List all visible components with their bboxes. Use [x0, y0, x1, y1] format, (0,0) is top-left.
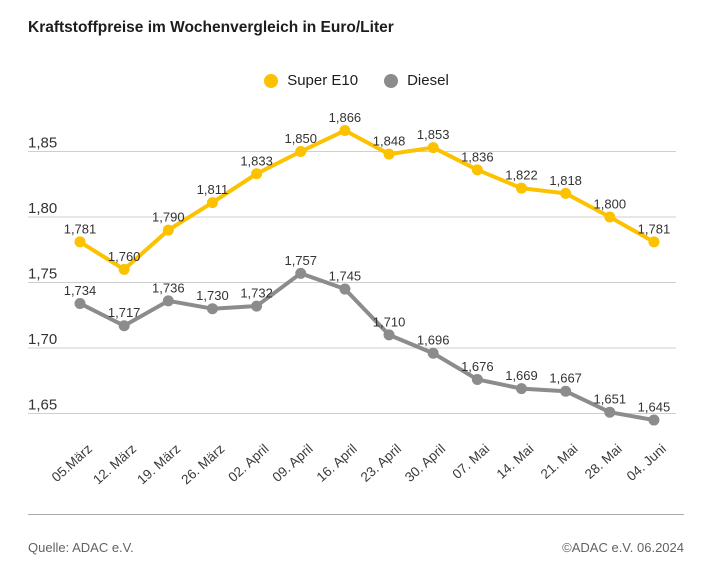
- y-tick-label: 1,80: [28, 200, 57, 217]
- super-e10-point-label: 1,822: [505, 168, 538, 183]
- x-tick-label: 21. Mai: [538, 441, 581, 482]
- diesel-point-label: 1,736: [152, 280, 185, 295]
- diesel-point: [339, 283, 351, 295]
- x-tick-label: 30. April: [402, 441, 448, 485]
- super-e10-point-label: 1,800: [594, 197, 627, 212]
- diesel-swatch-icon: [384, 73, 399, 88]
- x-tick-label: 19. März: [134, 441, 183, 487]
- super-e10-point: [339, 125, 351, 137]
- legend-item-diesel: Diesel: [384, 72, 449, 89]
- super-e10-point: [74, 236, 86, 248]
- diesel-point: [560, 385, 572, 397]
- x-tick-label: 04. Juni: [624, 441, 669, 484]
- x-tick-label: 09. April: [269, 441, 315, 485]
- diesel-point: [471, 373, 483, 385]
- super-e10-point: [516, 182, 527, 194]
- diesel-point: [295, 267, 307, 279]
- source-note: Quelle: ADAC e.V.: [28, 540, 134, 555]
- diesel-point-label: 1,745: [329, 269, 362, 284]
- x-tick-label: 12. März: [90, 441, 139, 487]
- diesel-point-label: 1,730: [196, 288, 229, 303]
- super-e10-swatch-icon: [264, 73, 279, 88]
- x-tick-label: 16. April: [314, 441, 360, 485]
- super-e10-point: [206, 197, 218, 209]
- super-e10-point-label: 1,836: [461, 149, 494, 164]
- super-e10-point-label: 1,790: [152, 210, 185, 225]
- diesel-point-label: 1,676: [461, 359, 494, 374]
- super-e10-point-label: 1,853: [417, 127, 450, 142]
- chart-title: Kraftstoffpreise im Wochenvergleich in E…: [28, 19, 394, 36]
- super-e10-point: [471, 164, 483, 176]
- super-e10-point-label: 1,850: [284, 131, 317, 146]
- x-tick-label: 02. April: [225, 441, 271, 485]
- super-e10-point-label: 1,781: [64, 221, 97, 236]
- super-e10-point: [295, 146, 307, 157]
- diesel-point: [74, 297, 86, 309]
- diesel-point-label: 1,645: [638, 400, 671, 415]
- super-e10-point: [162, 224, 174, 236]
- diesel-point-label: 1,669: [505, 368, 538, 383]
- super-e10-point: [383, 148, 395, 160]
- legend-label-super-e10: Super E10: [287, 72, 359, 89]
- diesel-point-label: 1,667: [549, 371, 582, 386]
- super-e10-point-label: 1,833: [240, 153, 273, 168]
- diesel-point-label: 1,651: [594, 392, 627, 407]
- diesel-point-label: 1,696: [417, 333, 450, 348]
- diesel-point: [383, 329, 395, 341]
- super-e10-point-label: 1,811: [197, 182, 229, 197]
- super-e10-point-label: 1,866: [329, 110, 362, 125]
- diesel-point: [206, 303, 218, 315]
- super-e10-point: [427, 142, 439, 154]
- y-tick-label: 1,70: [28, 331, 57, 348]
- diesel-point-label: 1,757: [284, 253, 317, 268]
- super-e10-line: [78, 128, 656, 272]
- super-e10-point-label: 1,760: [108, 249, 141, 264]
- diesel-point: [648, 414, 660, 426]
- y-tick-label: 1,85: [28, 135, 57, 152]
- super-e10-point-label: 1,818: [549, 173, 582, 188]
- super-e10-point: [118, 263, 130, 275]
- x-tick-label: 07. Mai: [449, 441, 492, 482]
- x-tick-label: 05.März: [49, 441, 95, 485]
- super-e10-point: [560, 187, 572, 199]
- diesel-line: [78, 271, 656, 423]
- super-e10-point-label: 1,848: [373, 134, 406, 149]
- x-tick-label: 14. Mai: [494, 441, 537, 482]
- x-tick-label: 28. Mai: [582, 441, 625, 482]
- footer-divider: [28, 514, 684, 515]
- diesel-point-label: 1,732: [240, 286, 273, 301]
- diesel-point: [427, 347, 439, 359]
- super-e10-point: [648, 236, 660, 248]
- super-e10-point-label: 1,781: [638, 221, 671, 236]
- y-tick-label: 1,65: [28, 397, 57, 414]
- super-e10-point: [251, 168, 263, 180]
- diesel-point-label: 1,734: [64, 283, 97, 298]
- legend-label-diesel: Diesel: [407, 72, 449, 89]
- diesel-point-label: 1,710: [373, 314, 406, 329]
- copyright-note: ©ADAC e.V. 06.2024: [562, 540, 684, 555]
- diesel-point: [162, 295, 174, 307]
- diesel-point: [516, 383, 527, 395]
- super-e10-point: [604, 211, 616, 223]
- y-tick-label: 1,75: [28, 266, 57, 283]
- legend: Super E10 Diesel: [0, 72, 713, 89]
- diesel-point: [604, 406, 616, 418]
- diesel-point: [118, 320, 130, 332]
- x-tick-label: 23. April: [358, 441, 404, 485]
- legend-item-super-e10: Super E10: [264, 72, 358, 89]
- x-tick-label: 26. März: [178, 441, 227, 487]
- diesel-point: [251, 300, 263, 312]
- diesel-point-label: 1,717: [108, 305, 141, 320]
